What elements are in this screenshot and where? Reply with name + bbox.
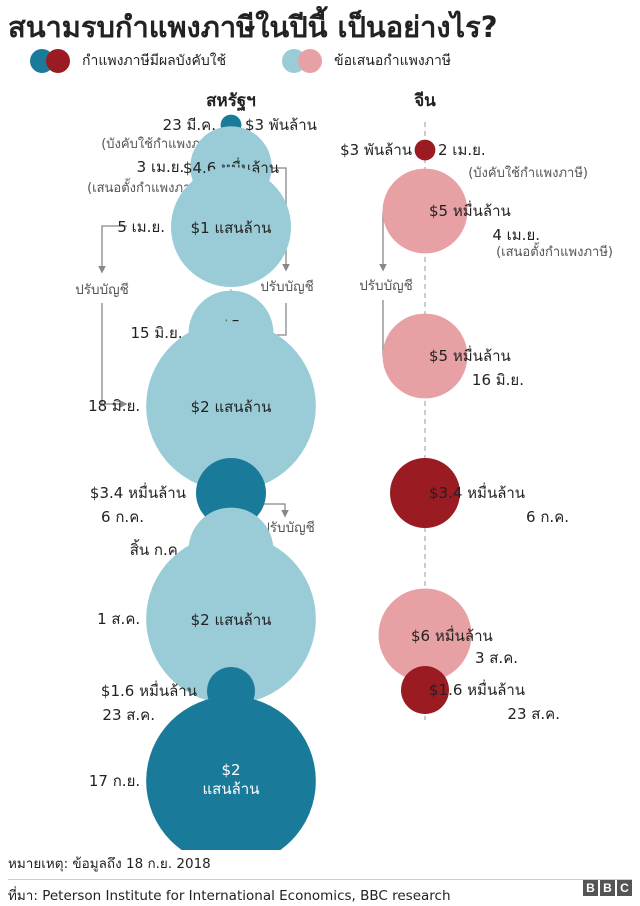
event-note-china: (เสนอตั้งกำแพงภาษี) [496, 242, 613, 260]
arrow-adjust-us-1b [101, 303, 128, 408]
bubble-label-us: $2 แสนล้าน [191, 398, 272, 416]
bubble-us-7 [146, 534, 316, 704]
event-date-china: 6 ก.ค. [526, 508, 569, 526]
annotation-adjustment: ปรับบัญชี [359, 278, 413, 294]
legend-item-proposed: ข้อเสนอกำแพงภาษี [282, 48, 451, 74]
footer-divider [8, 879, 632, 880]
bubble-label-us: $2 แสนล้าน [191, 611, 272, 629]
bubble-label-us: $1 แสนล้าน [191, 219, 272, 237]
bubble-timeline-chart: สหรัฐฯ จีนปรับบัญชี ปรับบัญชีปรับบัญชีปรับ… [75, 90, 613, 850]
event-date-china: 16 มิ.ย. [472, 371, 524, 389]
legend: กำแพงภาษีมีผลบังคับใช้ ข้อเสนอกำแพงภาษี [30, 48, 630, 74]
annotation-adjustment: ปรับบัญชี [261, 520, 315, 536]
event-date-us: 6 ก.ค. [101, 508, 144, 526]
bubble-us-4 [146, 321, 316, 491]
event-date-us: 3 เม.ย. [137, 158, 185, 176]
bubble-china-4 [378, 588, 472, 682]
bubble-label-us: $2 [221, 761, 240, 779]
footer-note: หมายเหตุ: ข้อมูลถึง 18 ก.ย. 2018 [8, 856, 211, 872]
bubble-label-china: $6 หมื่นล้าน [411, 625, 493, 645]
footer-source: ที่มา: Peterson Institute for Internatio… [8, 888, 451, 904]
arrow-adjust-us-1a [98, 225, 127, 274]
event-date-us: 17 ก.ย. [89, 772, 140, 790]
event-date-us: 23 มี.ค. [163, 116, 216, 134]
event-date-us: 5 เม.ย. [117, 218, 165, 236]
event-note-us: (เสนอตั้งกำแพงภาษี) [87, 178, 204, 196]
legend-swatch-proposed [282, 48, 326, 74]
bubble-label-us: $3 พันล้าน [245, 116, 317, 134]
bubble-us-9 [146, 696, 316, 850]
bubble-label-china: $5 หมื่นล้าน [429, 345, 511, 365]
bubble-label-china: $5 หมื่นล้าน [429, 200, 511, 220]
event-date-china: 4 เม.ย. [492, 226, 540, 244]
arrow-adjust-us-3a [258, 503, 289, 518]
bubble-label-us: $1.6 หมื่นล้าน [101, 680, 197, 700]
bubble-us-5 [196, 458, 266, 528]
bubble-china-2 [382, 313, 468, 399]
bubble-us-2 [171, 167, 291, 287]
legend-item-imposed: กำแพงภาษีมีผลบังคับใช้ [30, 48, 226, 74]
chart-title: สนามรบกำแพงภาษีในปีนี้ เป็นอย่างไร? [8, 10, 498, 44]
footer: หมายเหตุ: ข้อมูลถึง 18 ก.ย. 2018 ที่มา: … [8, 852, 632, 906]
event-note-china: (บังคับใช้กำแพงภาษี) [468, 165, 588, 181]
bubble-china-1 [382, 168, 468, 254]
bubble-label-us: $3.4 หมื่นล้าน [90, 482, 186, 502]
legend-label-proposed: ข้อเสนอกำแพงภาษี [334, 53, 452, 69]
annotation-adjustment: ปรับบัญชี [260, 279, 314, 295]
legend-swatch-imposed [30, 48, 74, 74]
bubble-china-3 [390, 458, 460, 528]
column-header-us: สหรัฐฯ [206, 91, 256, 112]
bubble-label-china: $3 พันล้าน [340, 141, 412, 159]
event-date-china: 23 ส.ค. [507, 705, 560, 723]
event-date-us: 15 มิ.ย. [130, 324, 182, 342]
event-date-china: 3 ส.ค. [475, 649, 518, 667]
event-date-us: 23 ส.ค. [102, 706, 155, 724]
event-date-us: 18 มิ.ย. [88, 397, 140, 415]
legend-label-imposed: กำแพงภาษีมีผลบังคับใช้ [82, 53, 227, 69]
bubble-china-5 [401, 666, 449, 714]
bubble-china-0 [414, 139, 436, 161]
event-date-us: 1 ส.ค. [97, 610, 140, 628]
column-header-china: จีน [414, 90, 436, 111]
event-date-us: สิ้น ก.ค. [130, 539, 183, 559]
annotation-adjustment: ปรับบัญชี [75, 282, 129, 298]
bubble-label-china: $3.4 หมื่นล้าน [429, 482, 525, 502]
event-date-china: 2 เม.ย. [438, 141, 486, 159]
bubble-label-us: แสนล้าน [203, 780, 260, 798]
bubble-label-china: $1.6 หมื่นล้าน [429, 679, 525, 699]
event-note-us: (บังคับใช้กำแพงภาษี) [101, 136, 221, 152]
